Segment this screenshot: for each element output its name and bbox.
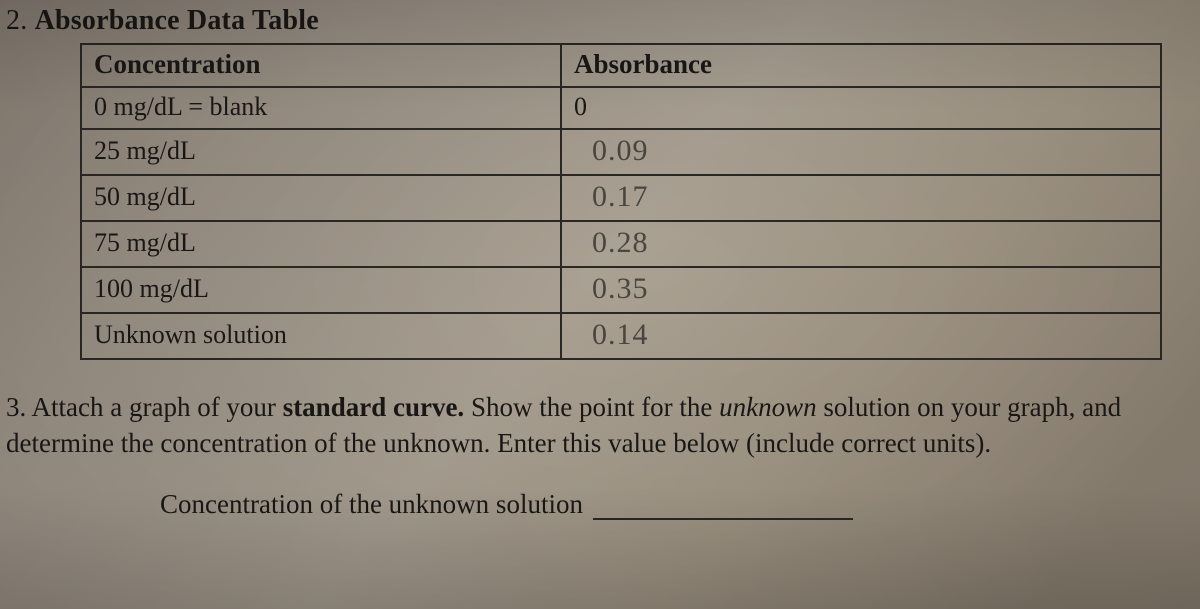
table-row: 25 mg/dL 0.09: [81, 129, 1161, 175]
table-header-absorbance: Absorbance: [561, 44, 1161, 87]
table-row: 75 mg/dL 0.28: [81, 221, 1161, 267]
cell-absorbance: 0.17: [561, 175, 1161, 221]
section-3-number: 3.: [6, 392, 26, 422]
cell-concentration: 0 mg/dL = blank: [81, 87, 561, 129]
q3-bold-standard-curve: standard curve.: [283, 392, 465, 422]
cell-concentration: 50 mg/dL: [81, 175, 561, 221]
table-row: 0 mg/dL = blank 0: [81, 87, 1161, 129]
cell-concentration: Unknown solution: [81, 313, 561, 359]
cell-absorbance: 0.09: [561, 129, 1161, 175]
table-row: 100 mg/dL 0.35: [81, 267, 1161, 313]
q3-italic-unknown: unknown: [719, 392, 817, 422]
table-header-row: Concentration Absorbance: [81, 44, 1161, 87]
cell-absorbance: 0.35: [561, 267, 1161, 313]
section-2-number: 2.: [6, 5, 27, 36]
cell-concentration: 25 mg/dL: [81, 129, 561, 175]
unknown-concentration-line: Concentration of the unknown solution: [160, 489, 1180, 520]
section-2-heading: Absorbance Data Table: [35, 5, 319, 36]
cell-absorbance: 0.14: [561, 313, 1161, 359]
table-row: Unknown solution 0.14: [81, 313, 1161, 359]
table-row: 50 mg/dL 0.17: [81, 175, 1161, 221]
cell-concentration: 100 mg/dL: [81, 267, 561, 313]
cell-absorbance: 0: [561, 87, 1161, 129]
absorbance-table: Concentration Absorbance 0 mg/dL = blank…: [80, 43, 1162, 360]
q3-part2: Show the point for the: [464, 392, 719, 422]
q3-part1: Attach a graph of your: [32, 392, 283, 422]
table-header-concentration: Concentration: [81, 44, 561, 87]
cell-concentration: 75 mg/dL: [81, 221, 561, 267]
unknown-concentration-blank[interactable]: [593, 492, 853, 520]
cell-absorbance: 0.28: [561, 221, 1161, 267]
unknown-concentration-label: Concentration of the unknown solution: [160, 489, 583, 520]
section-2-title: 2. Absorbance Data Table: [6, 5, 1180, 37]
section-3-text: 3. Attach a graph of your standard curve…: [6, 390, 1170, 461]
